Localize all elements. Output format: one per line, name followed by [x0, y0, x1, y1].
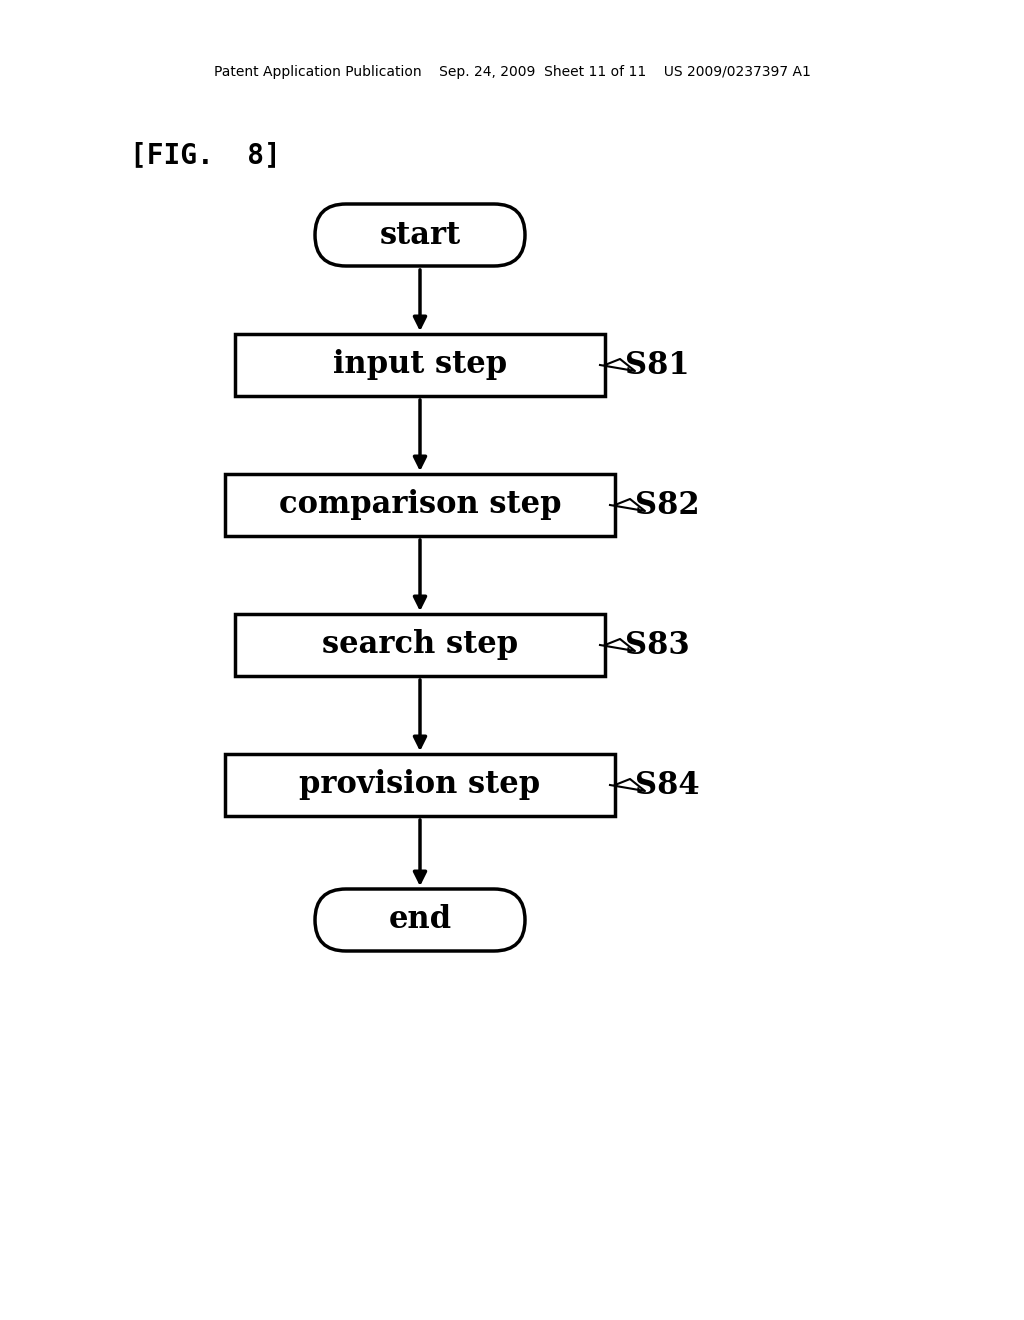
- Bar: [225, 754, 615, 816]
- Text: end: end: [388, 904, 452, 936]
- Text: input step: input step: [333, 350, 507, 380]
- Text: comparison step: comparison step: [279, 490, 561, 520]
- Text: search step: search step: [322, 630, 518, 660]
- Bar: [234, 614, 605, 676]
- Text: provision step: provision step: [299, 770, 541, 800]
- Text: S84: S84: [635, 770, 699, 800]
- FancyBboxPatch shape: [315, 205, 525, 267]
- FancyBboxPatch shape: [315, 888, 525, 950]
- Text: [FIG.  8]: [FIG. 8]: [130, 141, 281, 169]
- Text: S82: S82: [635, 490, 699, 520]
- Bar: [225, 474, 615, 536]
- Text: start: start: [379, 219, 461, 251]
- Text: Patent Application Publication    Sep. 24, 2009  Sheet 11 of 11    US 2009/02373: Patent Application Publication Sep. 24, …: [214, 65, 810, 79]
- Text: S81: S81: [625, 350, 689, 380]
- Text: S83: S83: [625, 630, 690, 660]
- Bar: [234, 334, 605, 396]
